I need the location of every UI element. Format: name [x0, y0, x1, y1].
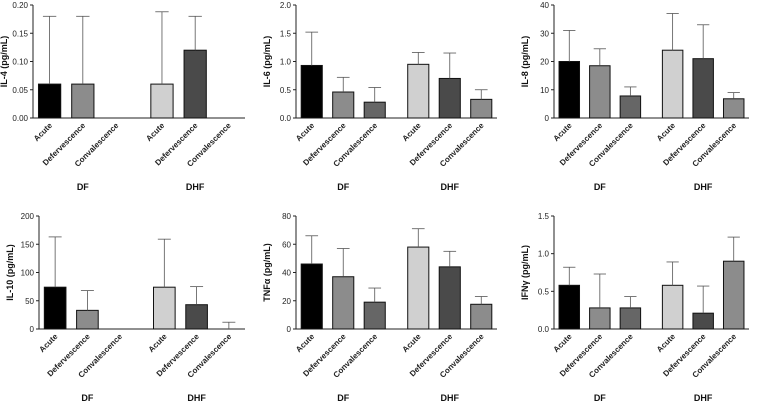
bar-4 [153, 286, 176, 330]
y-tick-label: 30 [540, 29, 549, 38]
bar-4 [661, 284, 684, 330]
y-tick-label: 0.20 [12, 1, 28, 10]
y-axis-label: IL-8 (pg/mL) [520, 36, 530, 88]
bar-6 [470, 98, 493, 119]
y-tick-label: 200 [21, 212, 35, 221]
bar-4 [661, 49, 684, 119]
y-axis-label: IL-4 (pg/mL) [0, 36, 9, 88]
y-tick-label: 50 [25, 297, 34, 306]
bar-5 [183, 49, 207, 119]
y-tick-label: 0.15 [12, 29, 28, 38]
x-tick-label: Acute [32, 121, 54, 143]
y-tick-label: 40 [540, 1, 549, 10]
bar-3 [363, 101, 386, 119]
bar-5 [438, 266, 461, 330]
group-label-dhf: DHF [186, 182, 205, 192]
bar-6 [470, 303, 493, 330]
bar-4 [407, 246, 430, 330]
bar-2 [71, 83, 95, 119]
bar-6 [722, 98, 745, 119]
bar-3 [363, 301, 386, 330]
bar-1 [558, 61, 581, 119]
y-tick-label: 0.5 [538, 287, 550, 296]
bar-1 [43, 286, 67, 330]
bar-4 [407, 63, 430, 119]
y-tick-label: 0.00 [12, 114, 28, 123]
y-tick-label: 10 [540, 86, 549, 95]
bar-5 [438, 77, 461, 119]
y-tick-label: 0.10 [12, 58, 28, 67]
x-tick-label: Acute [294, 332, 316, 354]
y-tick-label: 40 [282, 269, 291, 278]
y-tick-label: 0.5 [280, 86, 292, 95]
bar-2 [589, 65, 611, 119]
y-tick-label: 2.0 [280, 1, 292, 10]
x-tick-label: Acute [655, 332, 677, 354]
group-label-df: DF [337, 182, 349, 192]
y-tick-label: 150 [21, 240, 35, 249]
bar-5 [692, 58, 714, 119]
y-tick-label: 0.0 [280, 114, 292, 123]
y-tick-label: 20 [540, 58, 549, 67]
bar-5 [185, 304, 208, 330]
bar-1 [300, 64, 323, 119]
bar-2 [76, 309, 99, 330]
bar-2 [332, 276, 355, 330]
y-tick-label: 1.0 [280, 58, 292, 67]
y-tick-label: 0 [30, 325, 35, 334]
y-tick-label: 1.5 [538, 212, 550, 221]
group-label-dhf: DHF [694, 182, 713, 192]
bar-6 [722, 260, 745, 330]
bar-5 [692, 312, 714, 330]
x-tick-label: Acute [401, 121, 423, 143]
bar-1 [37, 83, 62, 119]
y-tick-label: 1.0 [538, 250, 550, 259]
group-label-dhf: DHF [441, 182, 460, 192]
y-tick-label: 100 [21, 269, 35, 278]
y-axis-label: TNFα (pg/mL) [262, 243, 272, 302]
y-tick-label: 1.5 [280, 29, 292, 38]
y-axis-label: IFNγ (pg/mL) [520, 245, 530, 300]
x-tick-label: Acute [552, 121, 574, 143]
x-tick-label: Acute [294, 121, 316, 143]
group-label-dhf: DHF [441, 393, 460, 403]
y-tick-label: 0.0 [538, 325, 550, 334]
bar-2 [332, 91, 355, 119]
group-label-df: DF [81, 393, 93, 403]
bar-3 [619, 95, 642, 119]
bar-4 [150, 83, 174, 119]
y-tick-label: 0 [287, 325, 292, 334]
x-tick-label: Acute [655, 121, 677, 143]
group-label-df: DF [594, 182, 606, 192]
y-tick-label: 80 [282, 212, 291, 221]
y-tick-label: 20 [282, 297, 291, 306]
group-label-df: DF [77, 182, 89, 192]
bar-1 [558, 284, 581, 330]
group-label-df: DF [594, 393, 606, 403]
x-tick-label: Acute [37, 332, 59, 354]
group-label-dhf: DHF [187, 393, 206, 403]
bar-2 [589, 307, 611, 330]
chart-panel-2: 0.00.51.01.52.0IL-6 (pg/mL)AcuteDeferves… [262, 1, 497, 192]
x-tick-label: Acute [401, 332, 423, 354]
y-tick-label: 60 [282, 240, 291, 249]
group-label-dhf: DHF [694, 393, 713, 403]
y-tick-label: 0 [545, 114, 550, 123]
x-tick-label: Acute [144, 121, 166, 143]
x-tick-label: Acute [147, 332, 169, 354]
y-tick-label: 0.05 [12, 86, 28, 95]
group-label-df: DF [337, 393, 349, 403]
y-axis-label: IL-10 (pg/mL) [5, 244, 15, 301]
y-axis-label: IL-6 (pg/mL) [262, 36, 272, 88]
x-tick-label: Acute [552, 332, 574, 354]
bar-3 [619, 307, 642, 330]
bar-1 [300, 263, 323, 330]
